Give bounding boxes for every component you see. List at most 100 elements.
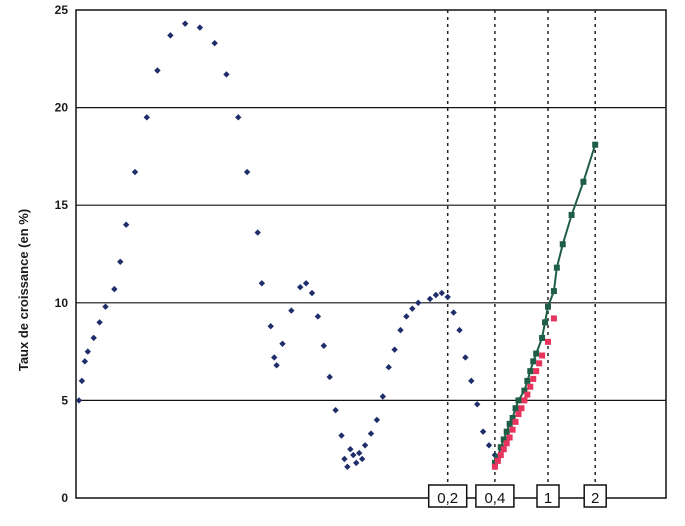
data-point — [580, 178, 587, 185]
y-axis-label: Taux de croissance (en %) — [16, 209, 31, 371]
data-point — [223, 71, 230, 78]
data-point — [102, 303, 109, 310]
data-point — [341, 455, 348, 463]
data-point — [524, 391, 531, 398]
data-point — [462, 354, 469, 361]
marker-label-box — [427, 484, 468, 508]
data-point — [550, 315, 557, 322]
data-point — [533, 368, 540, 375]
data-point — [415, 299, 422, 306]
data-point — [81, 358, 89, 365]
data-point — [279, 340, 286, 347]
data-point — [524, 377, 531, 384]
data-point — [450, 309, 457, 316]
data-point — [258, 280, 266, 287]
data-point — [211, 39, 218, 47]
data-point — [96, 319, 103, 326]
data-point — [559, 241, 566, 248]
data-point — [527, 383, 534, 390]
data-point — [117, 258, 124, 266]
data-point — [521, 387, 528, 394]
data-point — [515, 411, 522, 418]
data-point — [509, 414, 516, 421]
data-point — [338, 432, 345, 439]
data-point — [500, 446, 507, 453]
data-point — [397, 326, 404, 334]
data-point — [485, 442, 493, 449]
data-point — [379, 393, 386, 400]
data-point — [568, 211, 575, 218]
marker-label-box — [536, 484, 560, 508]
data-point — [243, 168, 251, 176]
data-point — [542, 319, 549, 326]
data-point — [78, 377, 86, 385]
data-point — [432, 291, 440, 299]
data-point — [515, 397, 522, 404]
data-point — [181, 20, 189, 27]
data-point — [521, 397, 528, 404]
data-point — [518, 405, 525, 412]
data-point — [347, 446, 354, 453]
data-point — [533, 350, 540, 357]
marker-label: 1 — [544, 490, 552, 507]
data-point — [273, 362, 280, 369]
data-point — [444, 293, 451, 301]
data-point — [254, 229, 261, 236]
data-point — [356, 449, 363, 457]
data-point — [426, 295, 434, 303]
data-point — [506, 420, 513, 427]
data-point — [512, 418, 519, 425]
data-point — [491, 463, 498, 470]
data-point — [314, 313, 322, 320]
data-point — [367, 430, 375, 437]
plot-frame — [75, 9, 667, 499]
data-point — [553, 264, 560, 271]
data-point — [131, 168, 139, 176]
data-point — [550, 288, 557, 295]
data-point — [196, 24, 204, 31]
data-point — [497, 452, 504, 459]
data-point — [361, 442, 369, 449]
data-point — [592, 141, 599, 148]
data-point — [143, 114, 150, 121]
data-point — [479, 428, 487, 435]
data-point — [527, 368, 534, 375]
data-point — [350, 451, 357, 459]
marker-label: 0,2 — [437, 490, 458, 507]
data-point — [503, 428, 510, 435]
data-point — [302, 280, 310, 287]
data-point — [344, 463, 351, 470]
series — [75, 20, 499, 470]
data-point — [545, 338, 551, 345]
data-point — [111, 285, 118, 293]
data-point — [308, 289, 316, 297]
data-point — [154, 67, 161, 74]
marker-label: 0,4 — [484, 490, 505, 507]
data-point — [353, 459, 360, 467]
data-point — [539, 352, 546, 359]
data-point — [320, 342, 327, 349]
marker-label-box — [475, 484, 515, 508]
data-point — [297, 283, 304, 291]
data-point — [358, 455, 366, 463]
data-point — [503, 440, 510, 447]
data-point — [288, 307, 295, 314]
data-point — [409, 305, 416, 312]
data-point — [326, 373, 333, 381]
data-point — [509, 426, 516, 433]
y-tick-label: 20 — [55, 101, 69, 115]
data-point — [530, 358, 537, 365]
marker-label: 2 — [591, 490, 599, 507]
data-point — [536, 360, 543, 367]
series — [491, 141, 599, 466]
data-point — [456, 326, 463, 334]
y-tick-label: 15 — [55, 198, 69, 212]
data-point — [500, 436, 507, 443]
data-point — [403, 313, 410, 320]
data-point — [385, 364, 392, 371]
data-point — [545, 303, 551, 310]
data-point — [167, 32, 174, 39]
data-point — [391, 346, 398, 353]
y-tick-label: 10 — [55, 296, 69, 310]
